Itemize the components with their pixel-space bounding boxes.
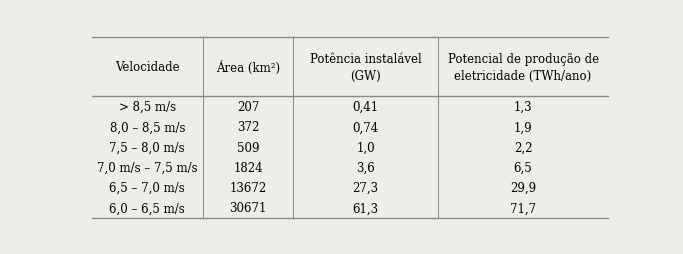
Text: 0,74: 0,74 <box>352 121 378 134</box>
Text: 6,0 – 6,5 m/s: 6,0 – 6,5 m/s <box>109 202 185 215</box>
Text: 2,2: 2,2 <box>514 141 532 154</box>
Text: 13672: 13672 <box>229 181 266 194</box>
Text: 3,6: 3,6 <box>356 161 375 174</box>
Text: 207: 207 <box>237 101 259 114</box>
Text: > 8,5 m/s: > 8,5 m/s <box>119 101 176 114</box>
Text: 27,3: 27,3 <box>352 181 378 194</box>
Text: Potência instalável
(GW): Potência instalável (GW) <box>309 53 421 83</box>
Text: Potencial de produção de
eletricidade (TWh/ano): Potencial de produção de eletricidade (T… <box>447 53 599 83</box>
Text: 71,7: 71,7 <box>510 202 536 215</box>
Text: 7,0 m/s – 7,5 m/s: 7,0 m/s – 7,5 m/s <box>97 161 197 174</box>
Text: 61,3: 61,3 <box>352 202 378 215</box>
Text: 30671: 30671 <box>229 202 266 215</box>
Text: 372: 372 <box>237 121 259 134</box>
Text: 29,9: 29,9 <box>510 181 536 194</box>
Text: 6,5: 6,5 <box>514 161 533 174</box>
Text: 509: 509 <box>237 141 260 154</box>
Text: Área (km²): Área (km²) <box>216 61 280 75</box>
Text: 1,0: 1,0 <box>357 141 375 154</box>
Text: 6,5 – 7,0 m/s: 6,5 – 7,0 m/s <box>109 181 185 194</box>
Text: 1,9: 1,9 <box>514 121 533 134</box>
Text: 1,3: 1,3 <box>514 101 533 114</box>
Text: 7,5 – 8,0 m/s: 7,5 – 8,0 m/s <box>109 141 185 154</box>
Text: 1824: 1824 <box>233 161 263 174</box>
Text: Velocidade: Velocidade <box>115 61 180 74</box>
Text: 0,41: 0,41 <box>352 101 378 114</box>
Text: 8,0 – 8,5 m/s: 8,0 – 8,5 m/s <box>109 121 185 134</box>
